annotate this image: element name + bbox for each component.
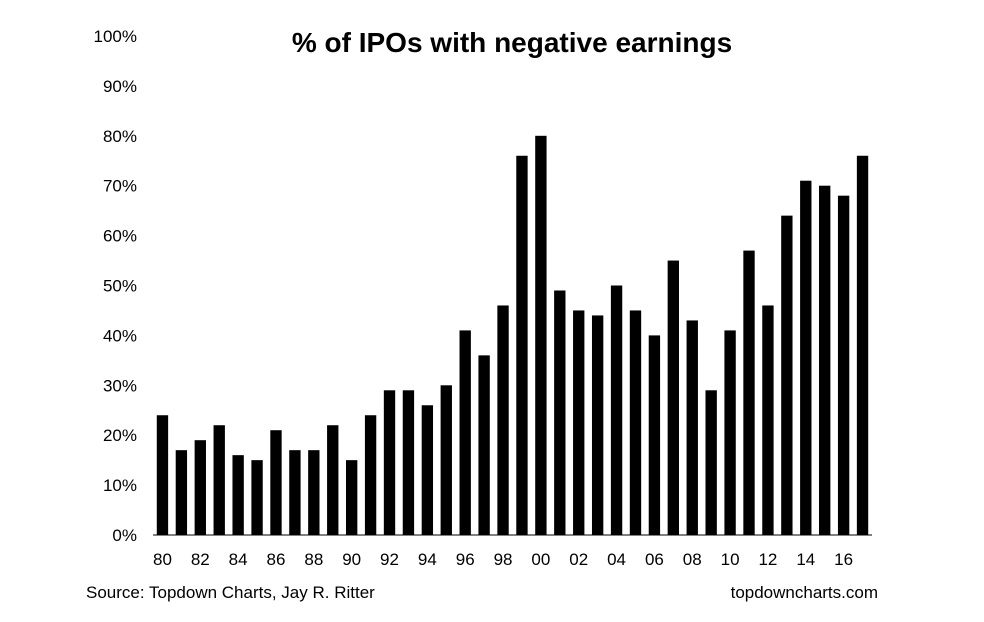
website-credit: topdowncharts.com <box>731 583 878 602</box>
y-tick-label: 40% <box>103 326 137 345</box>
bar-05 <box>629 310 642 535</box>
x-tick-label: 88 <box>304 550 323 569</box>
bar-98 <box>497 305 509 535</box>
y-tick-label: 100% <box>94 27 137 46</box>
bar-17 <box>856 155 869 535</box>
x-tick-label: 08 <box>683 550 702 569</box>
bar-07 <box>667 260 680 535</box>
bar-97 <box>478 355 490 535</box>
x-tick-label: 10 <box>721 550 740 569</box>
bar-11 <box>743 250 755 535</box>
bar-83 <box>213 425 225 535</box>
y-tick-label: 20% <box>103 426 137 445</box>
x-tick-label: 04 <box>607 550 626 569</box>
x-tick-label: 84 <box>229 550 248 569</box>
x-tick-label: 00 <box>531 550 550 569</box>
x-tick-label: 16 <box>834 550 853 569</box>
x-tick-label: 96 <box>456 550 475 569</box>
x-tick-label: 98 <box>494 550 513 569</box>
y-axis: 0% 10% 20% 30% 40% 50% 60% 70% 80% 90% 100% <box>94 27 137 545</box>
source-note: Source: Topdown Charts, Jay R. Ritter <box>86 583 375 602</box>
y-tick-label: 50% <box>103 277 137 296</box>
y-tick-label: 80% <box>103 127 137 146</box>
bar-89 <box>327 425 339 535</box>
x-tick-label: 14 <box>796 550 815 569</box>
bars <box>156 135 869 536</box>
bar-93 <box>402 390 415 535</box>
y-tick-label: 70% <box>103 177 137 196</box>
x-tick-label: 02 <box>569 550 588 569</box>
chart-title: % of IPOs with negative earnings <box>292 27 732 58</box>
bar-08 <box>686 320 698 535</box>
bar-95 <box>440 385 452 535</box>
bar-91 <box>364 415 377 535</box>
x-tick-label: 06 <box>645 550 664 569</box>
bar-00 <box>535 135 547 536</box>
bar-94 <box>421 405 434 535</box>
bar-82 <box>194 440 206 535</box>
bar-06 <box>648 335 661 535</box>
bar-96 <box>459 330 471 535</box>
x-tick-label: 82 <box>191 550 210 569</box>
bar-03 <box>591 315 604 535</box>
bar-12 <box>762 305 774 535</box>
bar-86 <box>270 430 282 535</box>
bar-09 <box>705 390 717 535</box>
bar-15 <box>819 185 831 535</box>
bar-04 <box>610 285 623 535</box>
x-tick-label: 80 <box>153 550 172 569</box>
y-tick-label: 30% <box>103 376 137 395</box>
bar-81 <box>175 450 188 535</box>
x-tick-label: 94 <box>418 550 437 569</box>
x-tick-label: 92 <box>380 550 399 569</box>
bar-02 <box>573 310 585 535</box>
y-tick-label: 60% <box>103 227 137 246</box>
y-tick-label: 90% <box>103 77 137 96</box>
bar-10 <box>724 330 736 535</box>
x-axis: 80 82 84 86 88 90 92 94 96 98 00 02 04 06 08 10 12 14 16 <box>153 550 853 569</box>
bar-85 <box>251 460 263 535</box>
bar-16 <box>837 195 850 535</box>
bar-87 <box>289 450 301 535</box>
bar-90 <box>345 460 358 535</box>
bar-01 <box>554 290 566 535</box>
bar-84 <box>232 455 244 535</box>
bar-88 <box>308 450 320 535</box>
y-tick-label: 10% <box>103 476 137 495</box>
bar-99 <box>516 155 528 535</box>
y-tick-label: 0% <box>112 526 137 545</box>
bar-80 <box>156 415 169 535</box>
x-tick-label: 90 <box>342 550 361 569</box>
bar-92 <box>383 390 396 535</box>
x-tick-label: 86 <box>267 550 286 569</box>
bar-14 <box>800 180 812 535</box>
x-tick-label: 12 <box>758 550 777 569</box>
bar-13 <box>781 215 793 535</box>
